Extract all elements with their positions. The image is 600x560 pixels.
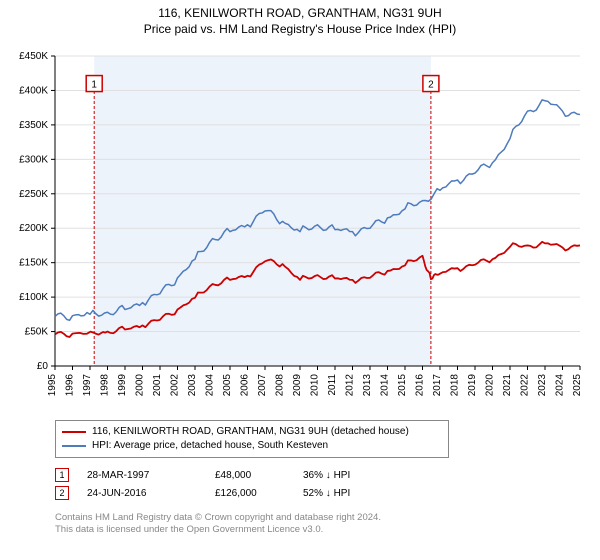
footnote-line: Contains HM Land Registry data © Crown c… bbox=[55, 512, 600, 524]
sale-marker-box: 2 bbox=[55, 486, 69, 500]
svg-text:£250K: £250K bbox=[19, 189, 48, 200]
svg-text:£50K: £50K bbox=[25, 327, 49, 338]
legend-swatch bbox=[62, 431, 86, 433]
svg-text:£200K: £200K bbox=[19, 223, 48, 234]
sale-price: £126,000 bbox=[215, 488, 285, 499]
svg-text:2023: 2023 bbox=[537, 374, 548, 397]
svg-text:2024: 2024 bbox=[555, 374, 566, 397]
svg-text:£300K: £300K bbox=[19, 154, 48, 165]
svg-text:1998: 1998 bbox=[100, 374, 111, 397]
svg-text:2: 2 bbox=[428, 80, 434, 91]
svg-text:2003: 2003 bbox=[187, 374, 198, 397]
svg-text:2018: 2018 bbox=[450, 374, 461, 397]
sale-marker-box: 1 bbox=[55, 468, 69, 482]
footnote-line: This data is licensed under the Open Gov… bbox=[55, 524, 600, 536]
svg-text:2016: 2016 bbox=[415, 374, 426, 397]
svg-text:2006: 2006 bbox=[240, 374, 251, 397]
svg-text:2015: 2015 bbox=[397, 374, 408, 397]
sales-table: 1 28-MAR-1997 £48,000 36% ↓ HPI 2 24-JUN… bbox=[55, 466, 600, 502]
chart-area: £0 £50K £100K £150K £200K £250K £300K £350K £400… bbox=[0, 36, 600, 416]
sales-row: 2 24-JUN-2016 £126,000 52% ↓ HPI bbox=[55, 484, 600, 502]
svg-text:2010: 2010 bbox=[310, 374, 321, 397]
legend-swatch bbox=[62, 445, 86, 447]
legend-row: HPI: Average price, detached house, Sout… bbox=[62, 439, 442, 453]
sale-diff: 52% ↓ HPI bbox=[303, 488, 383, 499]
svg-text:£150K: £150K bbox=[19, 258, 48, 269]
sale-price: £48,000 bbox=[215, 470, 285, 481]
svg-text:2011: 2011 bbox=[327, 374, 338, 396]
svg-text:2022: 2022 bbox=[520, 374, 531, 397]
svg-text:1: 1 bbox=[91, 80, 97, 91]
svg-text:2020: 2020 bbox=[485, 374, 496, 397]
legend-label: HPI: Average price, detached house, Sout… bbox=[92, 439, 328, 453]
chart-container: 116, KENILWORTH ROAD, GRANTHAM, NG31 9UH… bbox=[0, 0, 600, 536]
svg-text:1999: 1999 bbox=[117, 374, 128, 397]
svg-text:£100K: £100K bbox=[19, 292, 48, 303]
legend: 116, KENILWORTH ROAD, GRANTHAM, NG31 9UH… bbox=[55, 420, 449, 458]
title-address: 116, KENILWORTH ROAD, GRANTHAM, NG31 9UH bbox=[0, 6, 600, 20]
svg-text:2012: 2012 bbox=[345, 374, 356, 397]
svg-text:1995: 1995 bbox=[47, 374, 58, 397]
sale-date: 24-JUN-2016 bbox=[87, 488, 197, 499]
title-subtitle: Price paid vs. HM Land Registry's House … bbox=[0, 22, 600, 36]
sale-date: 28-MAR-1997 bbox=[87, 470, 197, 481]
sale-marker-num: 2 bbox=[59, 488, 64, 498]
svg-text:2019: 2019 bbox=[467, 374, 478, 397]
svg-text:2005: 2005 bbox=[222, 374, 233, 397]
legend-label: 116, KENILWORTH ROAD, GRANTHAM, NG31 9UH… bbox=[92, 425, 409, 439]
titles: 116, KENILWORTH ROAD, GRANTHAM, NG31 9UH… bbox=[0, 0, 600, 36]
svg-text:2025: 2025 bbox=[572, 374, 583, 397]
legend-row: 116, KENILWORTH ROAD, GRANTHAM, NG31 9UH… bbox=[62, 425, 442, 439]
svg-text:2021: 2021 bbox=[502, 374, 513, 397]
line-chart: £0 £50K £100K £150K £200K £250K £300K £350K £400… bbox=[0, 36, 600, 416]
svg-text:2004: 2004 bbox=[205, 374, 216, 397]
svg-text:£400K: £400K bbox=[19, 85, 48, 96]
footnote: Contains HM Land Registry data © Crown c… bbox=[55, 512, 600, 536]
svg-text:£0: £0 bbox=[37, 361, 49, 372]
sales-row: 1 28-MAR-1997 £48,000 36% ↓ HPI bbox=[55, 466, 600, 484]
sale-diff: 36% ↓ HPI bbox=[303, 470, 383, 481]
svg-text:£450K: £450K bbox=[19, 51, 48, 62]
svg-text:2008: 2008 bbox=[275, 374, 286, 397]
svg-text:2001: 2001 bbox=[152, 374, 163, 397]
svg-text:2000: 2000 bbox=[135, 374, 146, 397]
svg-text:£350K: £350K bbox=[19, 120, 48, 131]
svg-text:2013: 2013 bbox=[362, 374, 373, 397]
svg-text:1997: 1997 bbox=[82, 374, 93, 397]
svg-text:1996: 1996 bbox=[65, 374, 76, 397]
svg-text:2017: 2017 bbox=[432, 374, 443, 397]
svg-text:2014: 2014 bbox=[380, 374, 391, 397]
svg-text:2002: 2002 bbox=[170, 374, 181, 397]
sale-marker-num: 1 bbox=[59, 470, 64, 480]
svg-text:2007: 2007 bbox=[257, 374, 268, 397]
svg-text:2009: 2009 bbox=[292, 374, 303, 397]
